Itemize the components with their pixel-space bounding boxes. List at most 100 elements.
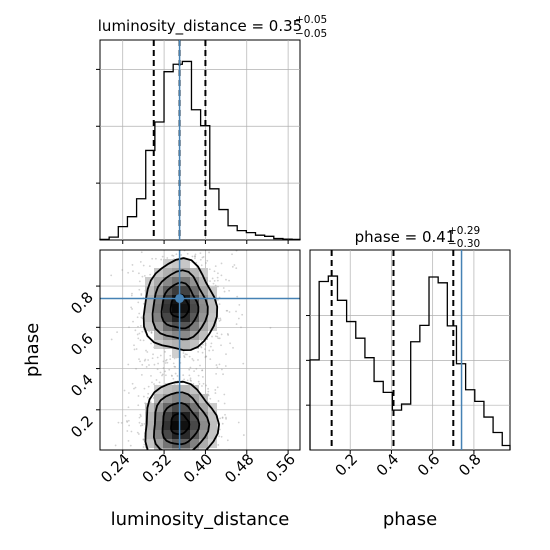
density-cell xyxy=(145,322,154,331)
posterior-sample-point xyxy=(130,294,133,297)
posterior-sample-point xyxy=(210,500,212,502)
posterior-sample-point xyxy=(146,454,148,456)
posterior-sample-point xyxy=(193,255,196,257)
posterior-sample-point xyxy=(226,332,229,335)
density-cell xyxy=(181,331,190,340)
posterior-sample-point xyxy=(146,396,149,399)
posterior-sample-point xyxy=(225,353,227,356)
posterior-sample-point xyxy=(208,349,211,352)
posterior-2d-contours xyxy=(142,257,220,450)
posterior-sample-point xyxy=(186,252,189,255)
posterior-sample-point xyxy=(242,362,245,365)
posterior-sample-point xyxy=(221,417,224,419)
posterior-sample-point xyxy=(131,308,133,310)
posterior-sample-point xyxy=(205,384,207,387)
density-cell xyxy=(163,322,172,331)
density-cell xyxy=(154,322,163,331)
posterior-sample-point xyxy=(162,360,165,363)
posterior-sample-point xyxy=(177,456,179,458)
posterior-sample-point xyxy=(134,451,136,453)
posterior-sample-point xyxy=(216,386,219,389)
density-cell xyxy=(199,277,208,286)
contour-level xyxy=(151,269,209,341)
posterior-sample-point xyxy=(187,456,189,458)
posterior-sample-point xyxy=(200,346,203,349)
density-cell xyxy=(163,439,172,448)
posterior-sample-point xyxy=(130,430,133,433)
density-cell xyxy=(199,412,208,421)
density-cell xyxy=(190,385,199,394)
posterior-sample-point xyxy=(199,258,202,261)
posterior-sample-point xyxy=(229,342,232,345)
posterior-sample-point xyxy=(211,277,214,280)
posterior-sample-point xyxy=(217,337,220,340)
posterior-sample-point xyxy=(172,377,175,380)
posterior-sample-point xyxy=(129,444,132,447)
density-cell xyxy=(199,286,208,295)
posterior-sample-point xyxy=(222,287,225,289)
hist-b-grid xyxy=(310,250,510,450)
posterior-sample-point xyxy=(170,374,173,377)
posterior-sample-point xyxy=(225,417,227,420)
posterior-sample-point xyxy=(150,331,153,334)
posterior-sample-point xyxy=(215,458,217,460)
posterior-sample-point xyxy=(220,435,223,438)
contour-level xyxy=(144,380,220,450)
posterior-sample-point xyxy=(204,344,207,347)
posterior-sample-point xyxy=(168,452,170,454)
density-cell xyxy=(163,277,172,286)
contour-level xyxy=(161,402,201,446)
posterior-sample-point xyxy=(149,273,152,276)
posterior-sample-point xyxy=(241,313,244,316)
posterior-sample-point xyxy=(127,406,130,409)
density-cell xyxy=(154,412,163,421)
hist-a-title-upper: +0.05 xyxy=(295,14,327,26)
posterior-sample-point xyxy=(145,349,147,352)
posterior-sample-point xyxy=(202,256,205,258)
posterior-sample-point xyxy=(175,459,177,461)
posterior-sample-point xyxy=(171,375,173,377)
posterior-sample-point xyxy=(138,421,141,424)
posterior-sample-point xyxy=(178,466,180,468)
posterior-sample-point xyxy=(213,270,216,273)
posterior-sample-point xyxy=(225,309,228,312)
posterior-sample-point xyxy=(213,280,216,282)
posterior-sample-point xyxy=(147,392,150,395)
density-cell xyxy=(145,313,154,322)
posterior-sample-point xyxy=(164,350,166,353)
density-cell xyxy=(163,295,172,304)
density-cell xyxy=(199,313,208,322)
density-cell xyxy=(190,412,199,421)
posterior-sample-point xyxy=(216,366,219,369)
posterior-sample-point xyxy=(193,454,195,456)
posterior-sample-point xyxy=(218,337,221,340)
posterior-sample-point xyxy=(169,358,172,361)
posterior-sample-point xyxy=(201,351,204,354)
density-cell xyxy=(163,412,172,421)
density-cell xyxy=(172,448,181,450)
density-cell xyxy=(145,439,154,448)
x-axis-label-phase: phase xyxy=(383,509,437,530)
posterior-sample-point xyxy=(173,452,175,454)
posterior-sample-point xyxy=(235,310,237,313)
posterior-sample-point xyxy=(140,294,143,296)
posterior-sample-point xyxy=(219,319,222,321)
posterior-sample-point xyxy=(228,279,230,282)
hist-b-title-upper: +0.29 xyxy=(448,225,480,237)
posterior-sample-point xyxy=(216,335,219,338)
posterior-sample-point xyxy=(214,389,217,391)
posterior-sample-point xyxy=(151,357,154,360)
density-cell xyxy=(199,421,208,430)
posterior-sample-point xyxy=(217,476,219,478)
density-cell xyxy=(145,304,154,313)
density-cell xyxy=(172,286,181,295)
posterior-sample-point xyxy=(209,345,212,348)
posterior-sample-point xyxy=(142,446,145,448)
posterior-sample-point xyxy=(132,320,134,323)
density-cell xyxy=(190,322,199,331)
posterior-sample-point xyxy=(123,389,126,392)
contour-level xyxy=(170,412,191,436)
hist-b-tick-labels: 0.2 0.4 0.6 0.8 xyxy=(331,450,484,480)
contour-level xyxy=(160,281,200,330)
